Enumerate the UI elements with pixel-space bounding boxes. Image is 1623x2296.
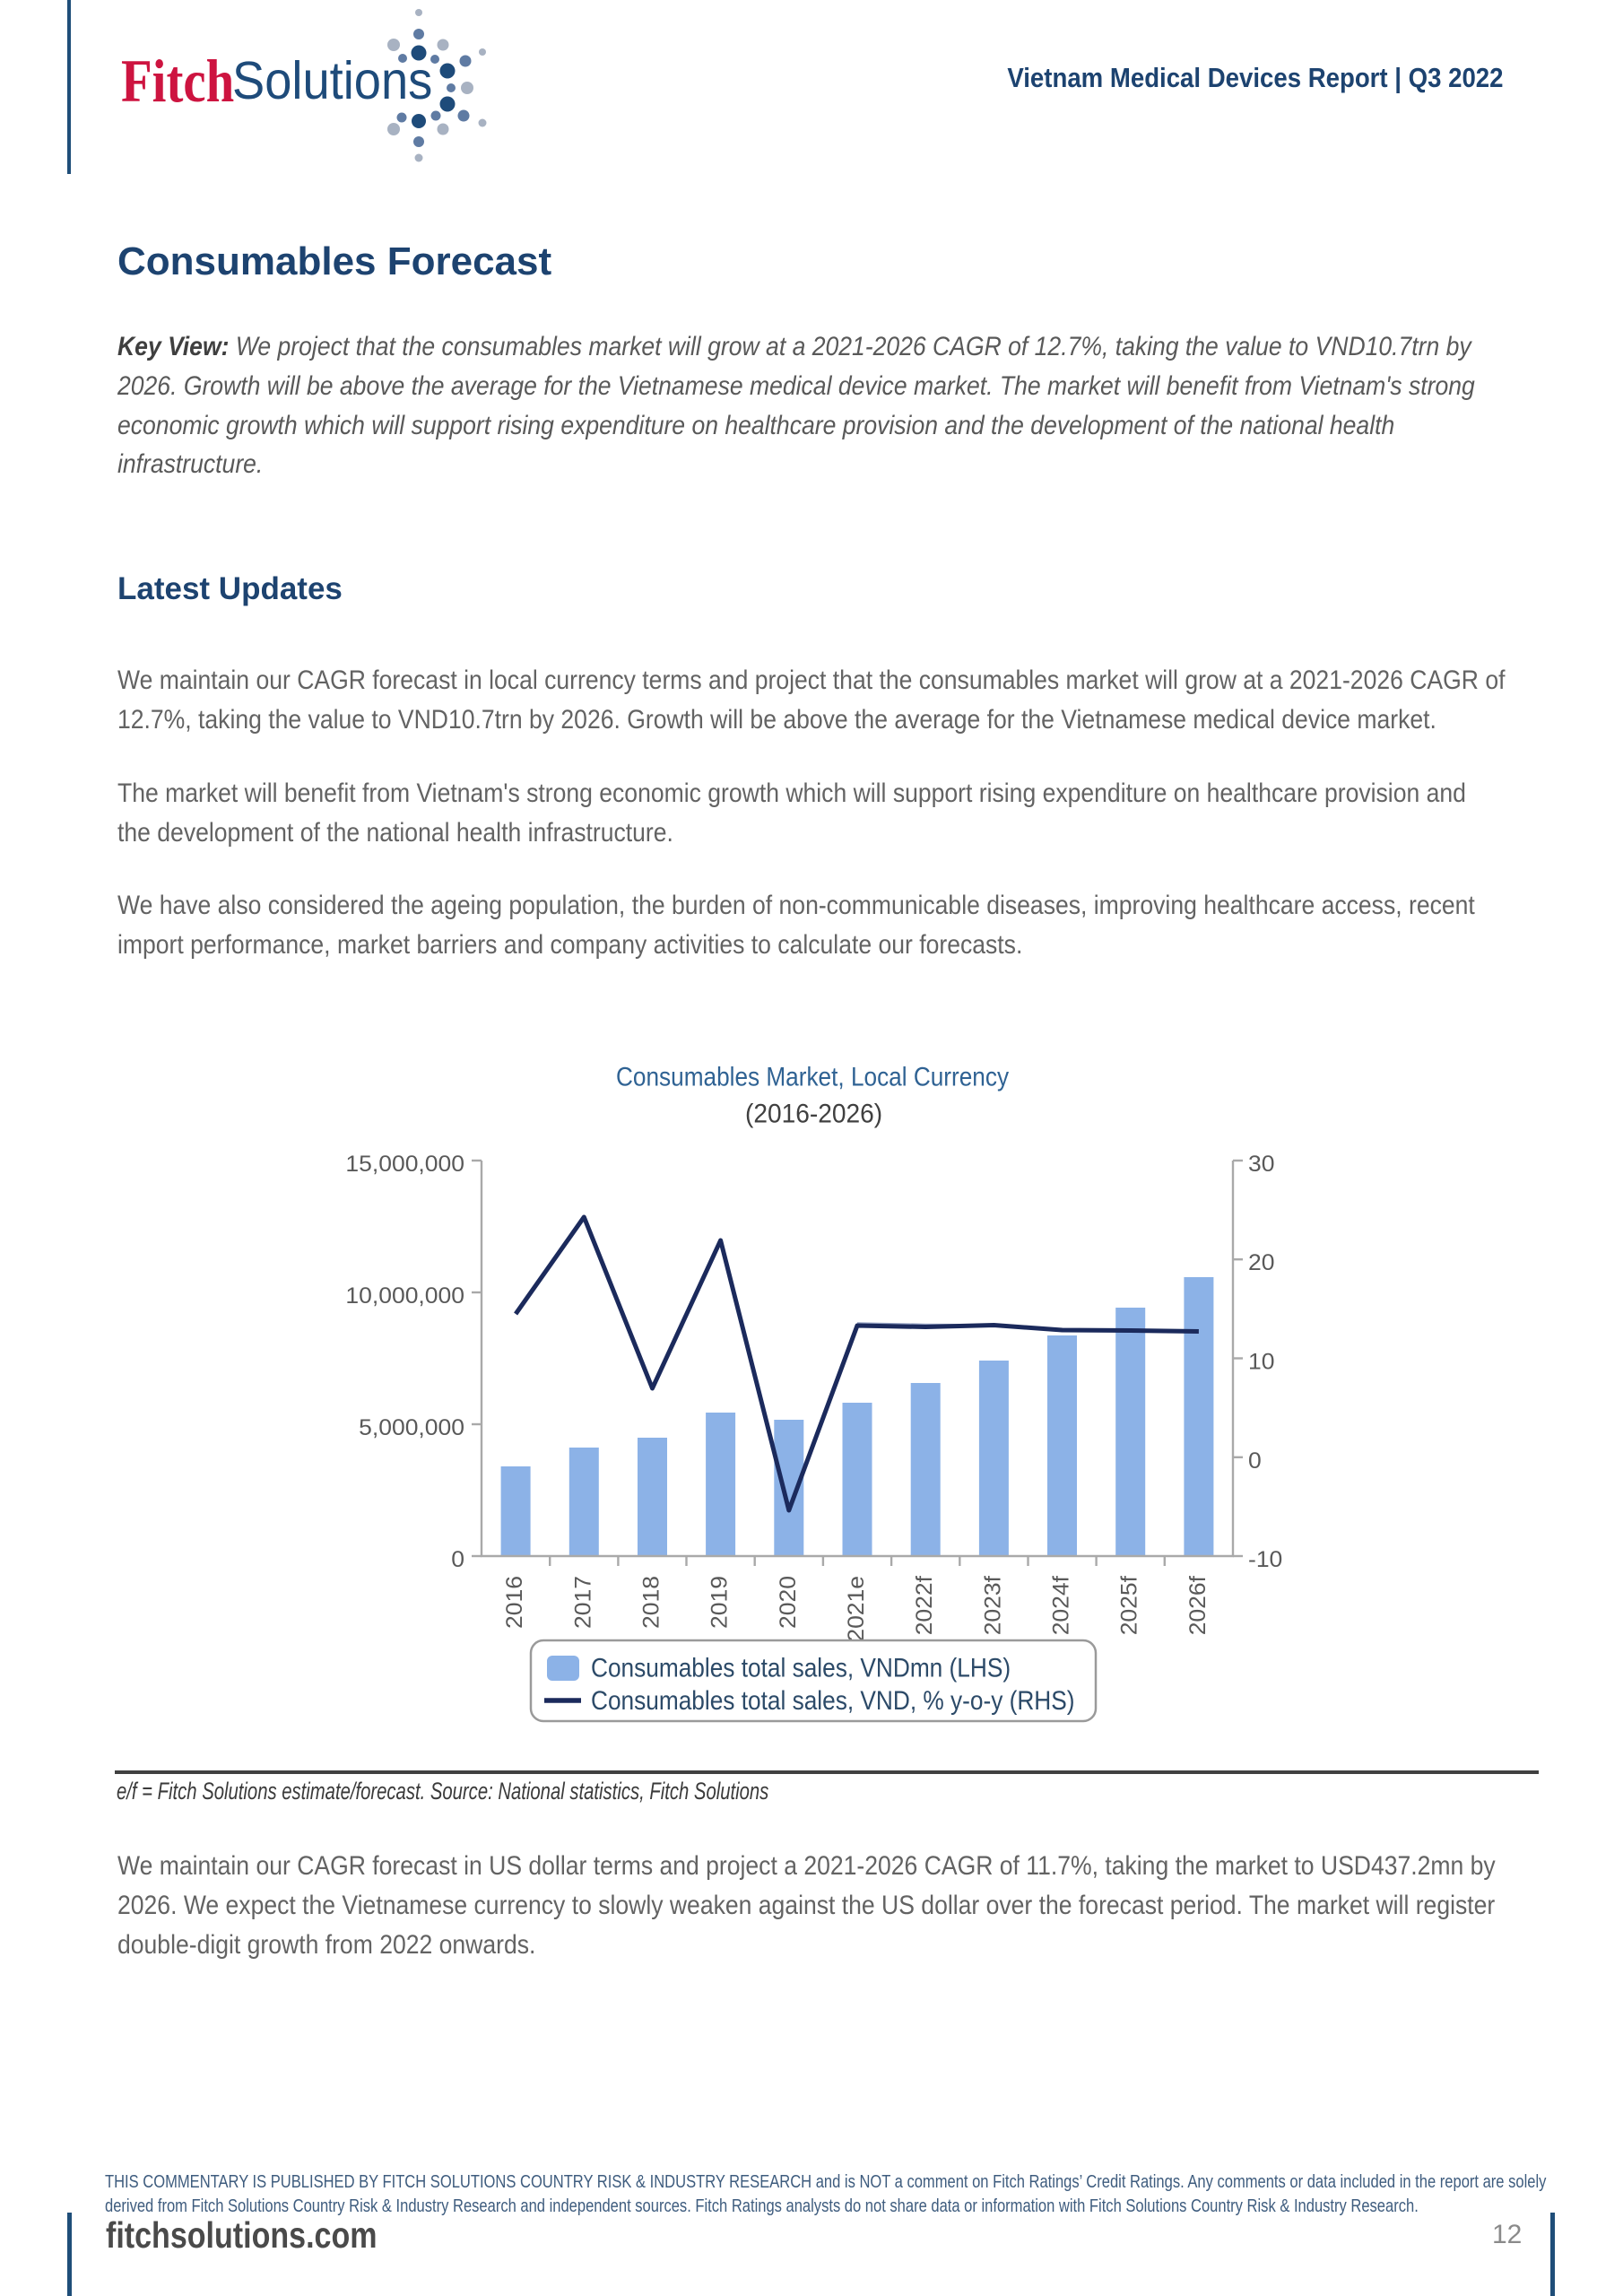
svg-text:15,000,000: 15,000,000 [345,1152,464,1177]
svg-text:2018: 2018 [639,1576,664,1629]
svg-text:Consumables total sales, VND,: Consumables total sales, VND, % y-o-y (R… [591,1686,1074,1716]
svg-text:2024f: 2024f [1049,1575,1073,1635]
svg-text:2022f: 2022f [913,1575,937,1635]
svg-text:Consumables Market, Local Curr: Consumables Market, Local Currency [616,1062,1009,1091]
svg-text:30: 30 [1248,1152,1274,1177]
svg-text:20: 20 [1248,1251,1274,1275]
svg-text:2021e: 2021e [845,1576,869,1642]
svg-text:5,000,000: 5,000,000 [359,1416,464,1440]
svg-text:2023f: 2023f [981,1575,1005,1635]
svg-text:2019: 2019 [707,1576,732,1629]
svg-text:Consumables total sales, VNDmn: Consumables total sales, VNDmn (LHS) [591,1653,1011,1683]
svg-text:2020: 2020 [776,1576,800,1629]
svg-text:0: 0 [1248,1448,1262,1473]
svg-text:(2016-2026): (2016-2026) [745,1100,882,1129]
svg-text:2026f: 2026f [1186,1575,1211,1635]
svg-text:10: 10 [1248,1350,1274,1374]
svg-text:2017: 2017 [571,1576,595,1629]
svg-text:10,000,000: 10,000,000 [345,1284,464,1309]
svg-text:2025f: 2025f [1117,1575,1141,1635]
svg-text:0: 0 [451,1548,464,1572]
svg-text:-10: -10 [1248,1548,1282,1572]
svg-text:2016: 2016 [503,1576,527,1629]
